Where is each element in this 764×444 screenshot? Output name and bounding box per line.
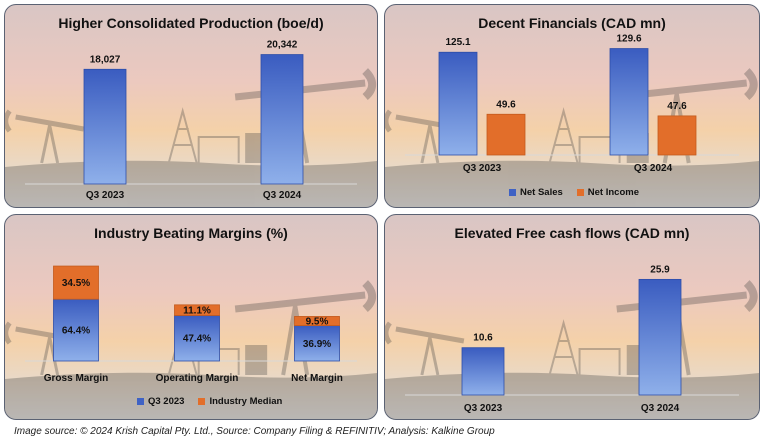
legend-swatch-orange — [576, 189, 584, 196]
segment-label: 36.9% — [303, 339, 331, 350]
pumpjack-frame — [40, 336, 60, 376]
value-label: 10.6 — [473, 333, 493, 344]
pumpjack-head — [743, 68, 758, 101]
value-label: 47.6 — [667, 101, 687, 112]
value-label: 49.6 — [496, 99, 516, 110]
financials-chart: 125.1 49.6 Q3 2023 129.6 47.6 Q3 2024 — [405, 34, 739, 174]
pumpjack-beam — [395, 326, 465, 344]
bar — [260, 54, 304, 185]
category-label: Q3 2023 — [464, 403, 503, 414]
pumpjack-frame — [420, 336, 440, 376]
bar-segment — [294, 316, 340, 326]
rig-tower — [167, 107, 198, 164]
bar — [486, 113, 526, 156]
segment-label: 47.4% — [183, 334, 211, 345]
category-label: Net Margin — [291, 373, 343, 384]
legend-swatch-orange — [198, 398, 206, 405]
margins-title: Industry Beating Margins (%) — [94, 225, 288, 241]
legend-label: Q3 2023 — [148, 396, 185, 407]
bar — [438, 51, 478, 156]
ground-shape — [385, 160, 759, 207]
legend-industry-median: Industry Median — [198, 396, 282, 407]
margins-panel: Industry Beating Margins (%) 64.4% 34.5% G… — [4, 214, 378, 420]
legend-label: Net Income — [587, 187, 639, 198]
financials-title: Decent Financials (CAD mn) — [478, 15, 666, 31]
category-label: Q3 2024 — [634, 163, 673, 174]
rig-railing — [197, 136, 240, 163]
financials-panel: Decent Financials (CAD mn) 125.1 49.6 Q3 2… — [384, 4, 760, 208]
rig-tower — [548, 319, 579, 376]
value-label: 20,342 — [267, 40, 298, 51]
segment-label: 64.4% — [62, 326, 90, 337]
pumpjack-head — [743, 280, 758, 313]
bar-segment — [53, 265, 99, 300]
bar — [461, 347, 505, 396]
legend-net-sales: Net Sales — [509, 187, 563, 198]
category-label: Operating Margin — [156, 373, 239, 384]
margins-legend: Q3 2023 Industry Median — [137, 396, 282, 407]
legend-q3-2023: Q3 2023 — [137, 396, 184, 407]
bar — [657, 115, 697, 156]
bar-segment — [294, 325, 340, 362]
rig-tower — [548, 107, 579, 164]
pumpjack-head — [385, 109, 392, 133]
production-panel: Higher Consolidated Production (boe/d) 1… — [4, 4, 378, 208]
segment-label: 9.5% — [306, 317, 329, 328]
pumpjack-frame — [40, 124, 60, 164]
legend-label: Net Sales — [520, 187, 563, 198]
legend-label: Industry Median — [209, 396, 283, 407]
pumpjack-head — [5, 109, 12, 133]
category-label: Q3 2023 — [86, 190, 125, 201]
bar — [609, 48, 649, 156]
cashflow-title: Elevated Free cash flows (CAD mn) — [454, 225, 690, 241]
bar-segment — [53, 298, 99, 362]
legend-swatch-blue — [509, 189, 516, 196]
production-title: Higher Consolidated Production (boe/d) — [58, 15, 324, 31]
pumpjack-counterweight — [245, 345, 268, 375]
margins-chart: 64.4% 34.5% Gross Margin 47.4% 11.1% Operatin… — [25, 265, 357, 384]
value-label: 25.9 — [650, 264, 670, 275]
bar — [83, 68, 127, 185]
pumpjack-head — [5, 321, 12, 345]
pumpjack-beam — [616, 291, 748, 313]
category-label: Q3 2023 — [463, 163, 502, 174]
pumpjack-beam — [234, 291, 366, 313]
bar — [638, 278, 682, 396]
pumpjack-head — [385, 321, 392, 345]
value-label: 125.1 — [445, 37, 470, 48]
production-chart: 18,027 Q3 2023 20,342 Q3 2024 — [25, 40, 357, 201]
segment-label: 34.5% — [62, 278, 90, 289]
legend-net-income: Net Income — [576, 187, 639, 198]
legend-swatch-blue — [137, 398, 144, 405]
pumpjack-head — [362, 68, 377, 101]
cashflow-chart: 10.6 Q3 2023 25.9 Q3 2024 — [405, 264, 739, 414]
category-label: Q3 2024 — [641, 403, 680, 414]
bar-segment — [174, 304, 220, 316]
category-label: Gross Margin — [44, 373, 108, 384]
value-label: 18,027 — [90, 54, 121, 65]
value-label: 129.6 — [616, 34, 641, 45]
pumpjack-head — [362, 280, 377, 313]
segment-label: 11.1% — [183, 306, 211, 317]
category-label: Q3 2024 — [263, 190, 302, 201]
pumpjack-beam — [15, 114, 85, 132]
bar-segment — [174, 315, 220, 362]
image-source-note: Image source: © 2024 Krish Capital Pty. … — [14, 426, 495, 437]
pumpjack-frame — [420, 124, 440, 164]
rig-railing — [578, 348, 621, 375]
cashflow-panel: Elevated Free cash flows (CAD mn) 10.6 Q3… — [384, 214, 760, 420]
financials-legend: Net Sales Net Income — [509, 187, 639, 198]
ground-shape — [5, 372, 377, 419]
